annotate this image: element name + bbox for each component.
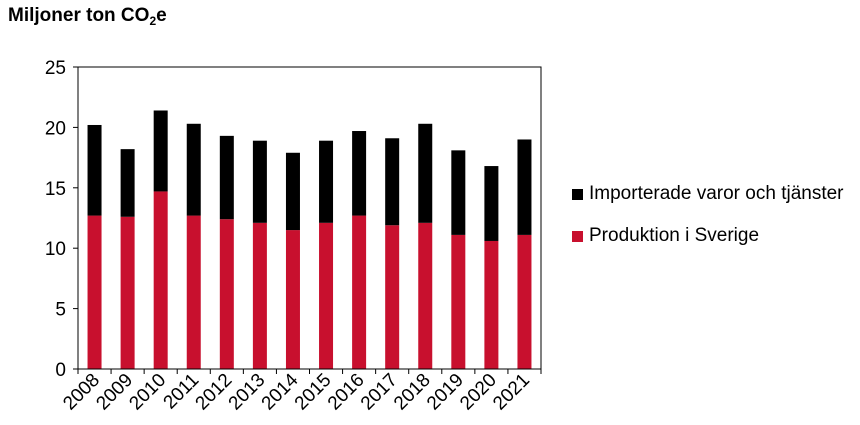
bar-production-2013 <box>252 222 267 369</box>
bar-production-2014 <box>285 230 300 369</box>
bar-import-2017 <box>385 138 400 226</box>
bar-import-2013 <box>252 140 267 223</box>
legend-label-production: Produktion i Sverige <box>589 225 760 246</box>
bar-production-2010 <box>153 191 168 369</box>
legend-item-production: Produktion i Sverige <box>572 225 844 247</box>
chart-title: Miljoner ton CO2e <box>8 5 167 28</box>
x-tick-label-2020: 2020 <box>456 370 501 415</box>
bar-import-2021 <box>517 139 532 235</box>
x-tick-label-2013: 2013 <box>225 370 270 415</box>
y-tick-label-0: 0 <box>55 360 66 381</box>
bar-production-2009 <box>120 216 135 369</box>
bar-import-2020 <box>484 166 499 241</box>
bar-production-2015 <box>319 222 334 369</box>
x-tick-label-2012: 2012 <box>192 370 237 415</box>
y-tick-label-15: 15 <box>45 179 66 200</box>
legend-swatch-production <box>572 230 583 242</box>
bar-import-2015 <box>319 140 334 223</box>
x-tick-label-2016: 2016 <box>324 370 369 415</box>
bars-layer <box>87 110 532 369</box>
bar-production-2016 <box>352 215 367 369</box>
bar-production-2008 <box>87 215 102 369</box>
bar-import-2008 <box>87 124 102 216</box>
bar-import-2016 <box>352 131 367 216</box>
bar-production-2012 <box>219 219 234 369</box>
y-tick-label-5: 5 <box>55 300 66 321</box>
bar-production-2018 <box>418 222 433 369</box>
legend-label-import: Importerade varor och tjänster <box>589 183 844 204</box>
y-tick-label-25: 25 <box>45 58 66 79</box>
legend-item-import: Importerade varor och tjänster <box>572 183 844 205</box>
bar-import-2018 <box>418 123 433 223</box>
x-tick-label-2014: 2014 <box>258 369 303 414</box>
x-tick-label-2018: 2018 <box>390 370 435 415</box>
y-tick-label-20: 20 <box>45 118 66 139</box>
bar-import-2012 <box>219 135 234 220</box>
bar-production-2011 <box>186 215 201 369</box>
x-tick-label-2009: 2009 <box>92 370 137 415</box>
bar-import-2014 <box>285 152 300 231</box>
bar-import-2019 <box>451 150 466 235</box>
x-tick-label-2011: 2011 <box>160 370 204 414</box>
bar-import-2010 <box>153 110 168 192</box>
bar-production-2017 <box>385 225 400 369</box>
legend-swatch-import <box>572 188 583 200</box>
legend: Importerade varor och tjänster Produktio… <box>572 183 844 267</box>
bar-production-2019 <box>451 234 466 369</box>
x-tick-label-2015: 2015 <box>291 370 336 415</box>
bar-production-2020 <box>484 240 499 369</box>
x-tick-label-2021: 2021 <box>489 370 534 415</box>
plot-frame <box>77 66 542 370</box>
bar-import-2011 <box>186 123 201 216</box>
bar-production-2021 <box>517 234 532 369</box>
x-tick-label-2019: 2019 <box>423 370 468 415</box>
bar-import-2009 <box>120 149 135 217</box>
x-tick-label-2010: 2010 <box>125 370 170 415</box>
x-tick-label-2017: 2017 <box>357 370 402 415</box>
x-tick-label-2008: 2008 <box>59 370 104 415</box>
y-tick-label-10: 10 <box>45 239 66 260</box>
